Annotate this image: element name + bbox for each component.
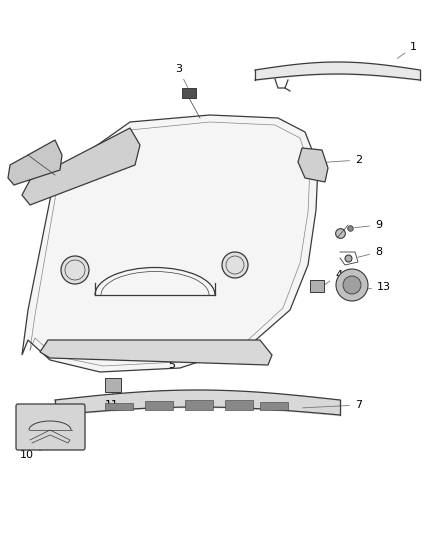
- Text: 9: 9: [355, 220, 382, 230]
- Circle shape: [222, 252, 248, 278]
- Text: 13: 13: [361, 282, 391, 292]
- Text: 8: 8: [358, 247, 382, 257]
- Text: 10: 10: [20, 448, 47, 460]
- Text: 4: 4: [319, 270, 342, 288]
- Bar: [260, 401, 288, 410]
- Bar: [182, 88, 196, 98]
- Text: 5: 5: [157, 352, 175, 370]
- Circle shape: [61, 256, 89, 284]
- Polygon shape: [22, 115, 318, 372]
- Polygon shape: [40, 340, 272, 365]
- Polygon shape: [22, 128, 140, 205]
- FancyBboxPatch shape: [16, 404, 85, 450]
- Bar: [105, 403, 133, 410]
- Bar: [185, 400, 213, 410]
- Bar: [310, 280, 324, 292]
- Polygon shape: [298, 148, 328, 182]
- Bar: [225, 400, 253, 410]
- Text: 12: 12: [15, 162, 33, 180]
- Text: 3: 3: [175, 64, 188, 87]
- Text: 1: 1: [397, 42, 417, 59]
- Polygon shape: [8, 140, 62, 185]
- Circle shape: [336, 269, 368, 301]
- Text: 7: 7: [303, 400, 362, 410]
- Bar: [145, 401, 173, 410]
- Circle shape: [343, 276, 361, 294]
- Bar: [105, 378, 121, 392]
- Text: 11: 11: [105, 393, 119, 410]
- Text: 2: 2: [318, 155, 362, 165]
